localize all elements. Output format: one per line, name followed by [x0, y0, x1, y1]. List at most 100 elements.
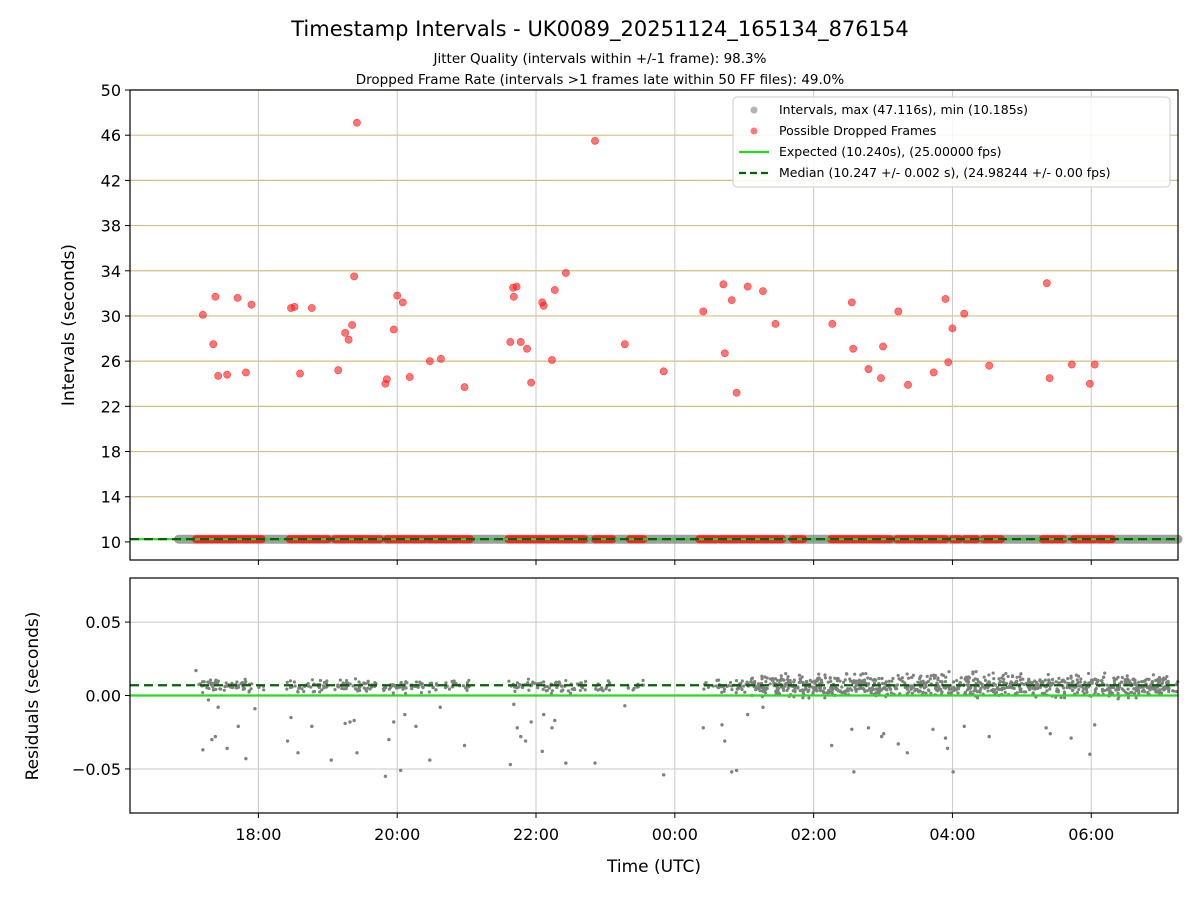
residual-dense-point	[443, 685, 448, 690]
residual-dense-point	[823, 696, 827, 700]
residual-dense-point	[1137, 691, 1141, 695]
residual-dense-point	[897, 677, 901, 681]
residual-dense-point	[890, 679, 894, 683]
residual-dense-point	[364, 681, 368, 686]
residual-dense-point	[1165, 674, 1169, 679]
residual-dense-point	[626, 686, 630, 690]
residual-point	[1088, 752, 1092, 756]
dropped-frame-point	[561, 269, 570, 277]
time-tick-label: 06:00	[1068, 825, 1114, 844]
residual-dense-point	[218, 687, 222, 691]
residual-dense-point	[978, 681, 982, 685]
residual-dense-point	[800, 675, 804, 679]
dropped-frame-point	[348, 321, 356, 329]
residual-dense-point	[1027, 677, 1031, 681]
time-tick-label: 04:00	[929, 825, 975, 844]
residual-dense-point	[776, 690, 780, 694]
residual-dense-point	[1071, 680, 1075, 684]
residual-dense-point	[881, 686, 886, 691]
residual-dense-point	[1006, 674, 1010, 679]
residual-dense-point	[1128, 681, 1133, 685]
dropped-frame-point	[516, 338, 525, 346]
residual-dense-point	[594, 687, 598, 691]
dropped-frame-point	[904, 380, 912, 389]
residual-dense-point	[843, 678, 847, 682]
dropped-frame-point	[1067, 360, 1076, 369]
residual-dense-point	[943, 680, 948, 684]
residual-dense-point	[288, 679, 293, 683]
residual-dense-point	[1126, 696, 1130, 700]
residual-dense-point	[768, 677, 772, 681]
residuals-y-tick-label: 0.00	[85, 687, 121, 706]
residual-dense-point	[414, 680, 419, 684]
dropped-frame-point	[879, 342, 887, 351]
intervals-y-label: Intervals (seconds)	[59, 244, 79, 406]
residual-dense-point	[762, 687, 766, 692]
residual-dense-point	[862, 678, 867, 682]
residual-dense-point	[601, 689, 605, 693]
residual-dense-point	[986, 689, 990, 693]
residual-dense-point	[635, 685, 639, 689]
residual-dense-point	[820, 681, 824, 685]
residual-dense-point	[285, 680, 289, 684]
residual-dense-point	[405, 681, 409, 685]
residual-dense-point	[880, 676, 884, 681]
residual-dense-point	[773, 677, 778, 681]
dropped-frame-point	[985, 361, 994, 370]
residual-dense-point	[1095, 680, 1100, 684]
residual-dense-point	[333, 688, 337, 692]
residual-dense-point	[1103, 671, 1107, 675]
residual-dense-point	[714, 684, 718, 688]
residual-dense-point	[398, 685, 402, 689]
residual-dense-point	[905, 672, 909, 676]
residual-dense-point	[850, 688, 854, 692]
residual-dense-point	[1068, 686, 1072, 690]
residual-dense-point	[573, 687, 577, 692]
residual-dense-point	[895, 687, 899, 691]
dropped-frame-point	[296, 369, 304, 378]
residual-dense-point	[465, 688, 469, 692]
residual-dense-point	[579, 681, 583, 685]
residual-dense-point	[779, 674, 783, 678]
residual-dense-point	[1136, 685, 1140, 689]
residual-dense-point	[974, 669, 978, 674]
residual-dense-point	[1033, 687, 1037, 691]
dropped-frame-point	[290, 303, 299, 311]
dropped-frame-point	[539, 301, 548, 310]
residual-dense-point	[816, 676, 820, 681]
legend-intervals-label: Intervals, max (47.116s), min (10.185s)	[779, 102, 1028, 117]
residual-dense-point	[1143, 690, 1147, 694]
residual-dense-point	[208, 678, 213, 682]
residual-dense-point	[214, 678, 218, 682]
residual-dense-point	[959, 676, 963, 680]
residual-dense-point	[542, 680, 546, 684]
residual-dense-point	[1126, 687, 1130, 691]
dropped-frame-point	[948, 324, 957, 333]
residual-dense-point	[235, 685, 240, 689]
residual-point	[285, 739, 290, 743]
residuals-panel: 0.05 0.00 −0.05 18:00 20:00 22:00 00:00 02:00 04…	[23, 577, 1180, 877]
residual-dense-point	[578, 688, 582, 693]
residual-dense-point	[262, 688, 266, 692]
residual-dense-point	[1085, 690, 1089, 694]
intervals-y-tick-label: 46	[101, 126, 121, 145]
residual-dense-point	[1047, 678, 1051, 682]
residual-dense-point	[1034, 680, 1039, 684]
residual-point	[541, 712, 546, 717]
dropped-frame-point	[828, 319, 837, 328]
dropped-frame-point	[720, 349, 729, 358]
residual-point	[403, 712, 407, 717]
dropped-frame-point	[894, 307, 903, 316]
dropped-frame-point	[198, 310, 207, 319]
residual-dense-point	[1154, 678, 1158, 683]
residual-point	[882, 731, 886, 736]
residual-dense-point	[461, 684, 466, 688]
residual-dense-point	[1075, 690, 1080, 695]
residual-dense-point	[934, 688, 939, 692]
residual-dense-point	[550, 689, 554, 693]
residual-dense-point	[864, 672, 868, 676]
residual-dense-point	[792, 680, 796, 684]
residual-dense-point	[786, 675, 790, 679]
residual-dense-point	[857, 679, 861, 684]
residual-point	[216, 705, 220, 709]
